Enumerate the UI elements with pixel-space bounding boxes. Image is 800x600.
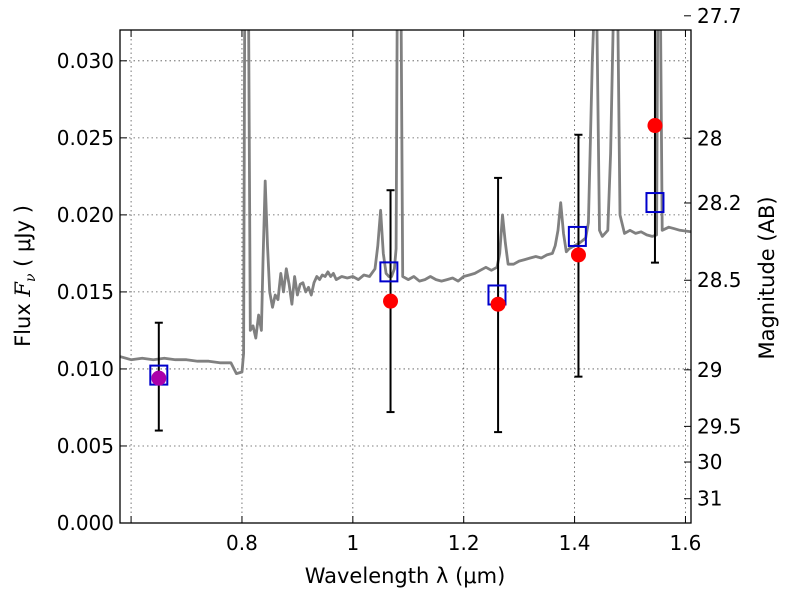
x-tick-label: 1.2 [448,531,480,555]
error-bars [154,30,659,434]
magnitude-axis-label: Magnitude (AB) [755,196,779,359]
plot-frame [119,29,692,524]
magnitude-tick-label: 31 [697,487,722,511]
observed-point [647,118,663,134]
x-tick-label: 1 [346,531,359,555]
y-axis-ticks: 0.000 0.005 0.010 0.015 0.020 0.025 0.030 [57,49,127,535]
y-axis-label: Flux Fν ( μJy ) [11,205,39,347]
spectrum-line [120,30,691,375]
observed-point [490,296,506,312]
model-squares [149,192,665,386]
observed-point [570,247,586,263]
magnitude-tick-label: 29 [697,358,722,382]
magnitude-tick-label: 28.5 [697,268,742,292]
x-tick-label: 1.4 [559,531,591,555]
y-tick-label: 0.005 [57,434,114,458]
y-tick-label: 0.025 [57,126,114,150]
magnitude-tick-label: 30 [697,450,722,474]
magnitude-tick-label: 27.7 [697,4,742,28]
y-tick-label: 0.030 [57,49,114,73]
model-square [645,192,665,214]
observed-point [383,293,399,309]
y-axis-label-symbol: F [11,281,35,298]
model-square [379,261,399,283]
observed-point [151,370,167,386]
grid [120,30,691,523]
model-square [567,225,587,247]
y-tick-label: 0.020 [57,203,114,227]
y-axis-label-prefix: Flux [11,297,35,347]
model-spectrum [120,30,691,375]
y-axis-label-unit: ( μJy ) [11,205,35,273]
y-tick-label: 0.010 [57,357,114,381]
magnitude-tick-label: 28 [697,126,722,150]
x-axis-ticks: 0.8 1 1.2 1.4 1.6 [130,30,702,555]
observed-points [151,118,663,386]
magnitude-tick-label: 29.5 [697,414,742,438]
y-axis-label-subscript: ν [23,273,39,282]
x-tick-label: 1.6 [670,531,702,555]
y-tick-label: 0.015 [57,280,114,304]
x-axis-label: Wavelength λ (μm) [305,564,506,588]
magnitude-tick-label: 28.2 [697,191,742,215]
y-tick-label: 0.000 [57,511,114,535]
x-tick-label: 0.8 [226,531,258,555]
magnitude-axis-ticks: 27.7 28 28.2 28.5 29 29.5 30 31 [684,4,742,511]
